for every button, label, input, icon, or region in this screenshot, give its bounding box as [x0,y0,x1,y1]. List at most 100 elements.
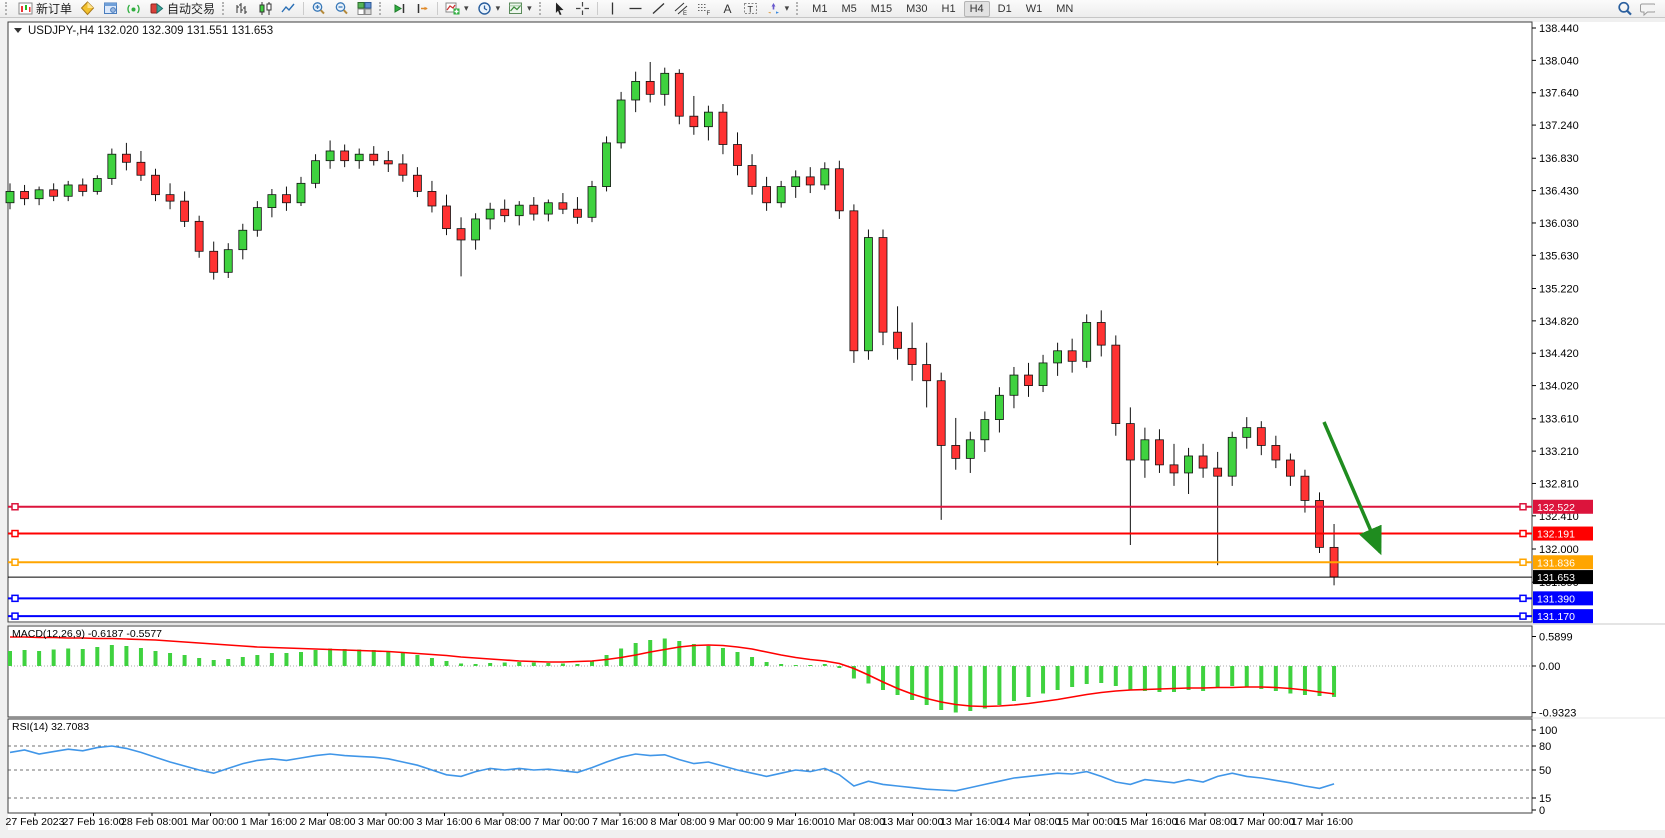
candle-bull [965,439,975,459]
signals-button[interactable] [122,0,145,18]
candle-bull [995,394,1004,420]
auto-trading-button[interactable]: 自动交易 [145,0,219,18]
zoom-in-button[interactable] [307,0,330,18]
macd-histogram-bar [138,648,143,666]
timeframe-button-mn[interactable]: MN [1056,2,1074,15]
toolbar-grip[interactable] [796,2,802,15]
macd-histogram-bar [720,648,725,666]
price-axis[interactable]: 138.440 138.040 137.640 137.240 136.830 136.4… [1532,23,1593,624]
line-handle[interactable] [11,612,19,620]
panel-splitter[interactable] [8,623,1665,625]
macd-histogram-bar [1070,666,1075,687]
timeframe-button-m5[interactable]: M5 [841,2,857,15]
time-tick-label: 15 Mar 00:00 [1057,816,1119,828]
macd-histogram-bar [226,659,231,666]
macd-histogram-bar [284,653,289,666]
timeframe-button-m1[interactable]: M1 [812,2,828,15]
trendline-button[interactable] [647,0,670,18]
crosshair-button[interactable] [571,0,594,18]
line-chart-button[interactable] [277,0,300,18]
trend-arrow[interactable] [1322,421,1382,556]
line-handle[interactable] [11,558,19,567]
macd-histogram-bar [677,641,682,666]
macd-histogram-bar [779,664,784,666]
timeframe-button-h1[interactable]: H1 [941,2,956,15]
timeframe-button-d1[interactable]: D1 [997,2,1012,15]
candle-bear [951,445,961,459]
macd-histogram-bar [80,649,85,666]
channel-button[interactable]: E [670,0,693,18]
indicators-button[interactable]: ▾ [441,0,473,18]
horizontal-line-131.836[interactable] [8,558,1532,567]
timeframe-button-w1[interactable]: W1 [1025,2,1043,15]
chart-canvas[interactable]: 138.440 138.040 137.640 137.240 136.830 136.4… [0,18,1665,838]
new-order-button[interactable]: 新订单 [14,0,76,18]
bar-chart-button[interactable] [231,0,254,18]
rsi-label: RSI(14) 32.7083 [12,721,89,733]
line-handle[interactable] [11,594,19,603]
line-handle[interactable] [11,503,19,511]
navigator-button[interactable] [99,0,122,18]
cursor-button[interactable] [548,0,571,18]
panel-splitter[interactable] [8,717,1665,719]
tile-windows-button[interactable] [353,0,376,18]
macd-histogram-bar [1215,666,1220,688]
macd-histogram-bar [197,658,202,666]
market-depth-button[interactable] [76,0,99,18]
time-tick-label: 27 Feb 2023 [6,816,65,828]
price-tick-label: 137.240 [1539,120,1579,132]
chat-icon[interactable] [1640,1,1655,16]
price-tick-label: 138.040 [1539,55,1579,67]
shapes-button[interactable]: ▾ [762,0,794,18]
templates-icon [508,1,523,16]
macd-histogram-bar [400,653,405,666]
one-click-trading-toggle-icon[interactable] [14,28,22,33]
horizontal-line-132.191[interactable] [8,529,1532,538]
toolbar-grip[interactable] [222,2,228,15]
chart-shift-button[interactable] [411,0,434,18]
candle-bull [660,72,670,95]
toolbar-grip[interactable] [5,2,11,15]
periods-button[interactable]: ▾ [473,0,505,18]
candle-bear [1155,439,1164,466]
line-handle[interactable] [1519,503,1527,511]
timeframe-button-h4[interactable]: H4 [963,0,990,17]
text-label-button[interactable]: T [739,0,762,18]
horizontal-line-131.390[interactable] [8,594,1532,603]
fibonacci-button[interactable]: F [693,0,716,18]
line-handle[interactable] [1519,558,1527,567]
templates-button[interactable]: ▾ [504,0,536,18]
time-tick-label: 27 Feb 16:00 [63,816,125,828]
zoom-out-button[interactable] [330,0,353,18]
horizontal-line-132.522[interactable] [8,503,1532,511]
line-handle[interactable] [1519,529,1527,538]
line-handle[interactable] [11,529,19,538]
toolbar-grip[interactable] [538,2,545,15]
horizontal-line-131.170[interactable] [8,612,1532,620]
macd-histogram-bar [313,650,318,666]
macd-histogram-bar [604,655,609,666]
macd-histogram-bar [1302,666,1307,695]
timeframe-button-m15[interactable]: M15 [870,2,893,15]
macd-histogram-bar [1172,666,1176,692]
line-handle[interactable] [1519,612,1527,620]
search-icon[interactable] [1617,1,1632,16]
timeframe-button-m30[interactable]: M30 [906,2,928,15]
line-handle[interactable] [1519,594,1527,603]
navigator-icon [103,1,118,16]
toolbar-grip[interactable] [379,2,385,15]
vertical-line-button[interactable] [601,0,624,18]
macd-histogram-bar [37,651,42,666]
candle-bear [1256,427,1266,446]
candle-bull [602,142,611,187]
text-button[interactable]: A [716,0,739,18]
horizontal-line-button[interactable] [624,0,647,18]
candle-bear [165,194,175,202]
auto-scroll-button[interactable] [388,0,411,18]
cursor-icon [552,1,567,16]
vertical-line-icon [605,1,620,16]
time-tick-label: 1 Mar 16:00 [241,816,297,828]
candlestick-button[interactable] [254,0,277,18]
macd-histogram-bar [1128,666,1133,690]
